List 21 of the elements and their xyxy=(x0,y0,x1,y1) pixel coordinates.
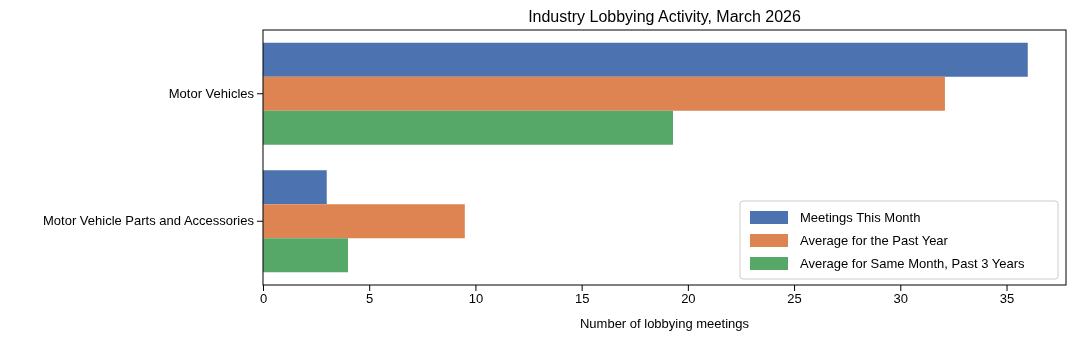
bar xyxy=(263,170,327,205)
y-tick-label: Motor Vehicle Parts and Accessories xyxy=(43,213,255,229)
bar xyxy=(263,238,348,273)
x-tick-label: 0 xyxy=(259,291,268,307)
x-tick-label: 30 xyxy=(893,291,909,307)
bar xyxy=(263,204,465,239)
bar xyxy=(263,110,673,145)
y-tick-label: Motor Vehicles xyxy=(168,85,255,101)
x-tick-label: 20 xyxy=(681,291,696,307)
bar xyxy=(263,76,945,111)
x-tick-label: 10 xyxy=(468,291,484,307)
bar xyxy=(263,42,1028,77)
x-tick-label: 25 xyxy=(787,291,802,307)
chart-title: Industry Lobbying Activity, March 2026 xyxy=(528,8,801,25)
legend-label: Average for the Past Year xyxy=(800,233,949,248)
legend-label: Average for Same Month, Past 3 Years xyxy=(800,256,1025,271)
x-tick-label: 35 xyxy=(999,291,1015,307)
legend-label: Meetings This Month xyxy=(800,210,921,225)
x-tick-label: 5 xyxy=(366,291,374,307)
x-axis-title: Number of lobbying meetings xyxy=(579,316,750,331)
x-tick-label: 15 xyxy=(574,291,590,307)
